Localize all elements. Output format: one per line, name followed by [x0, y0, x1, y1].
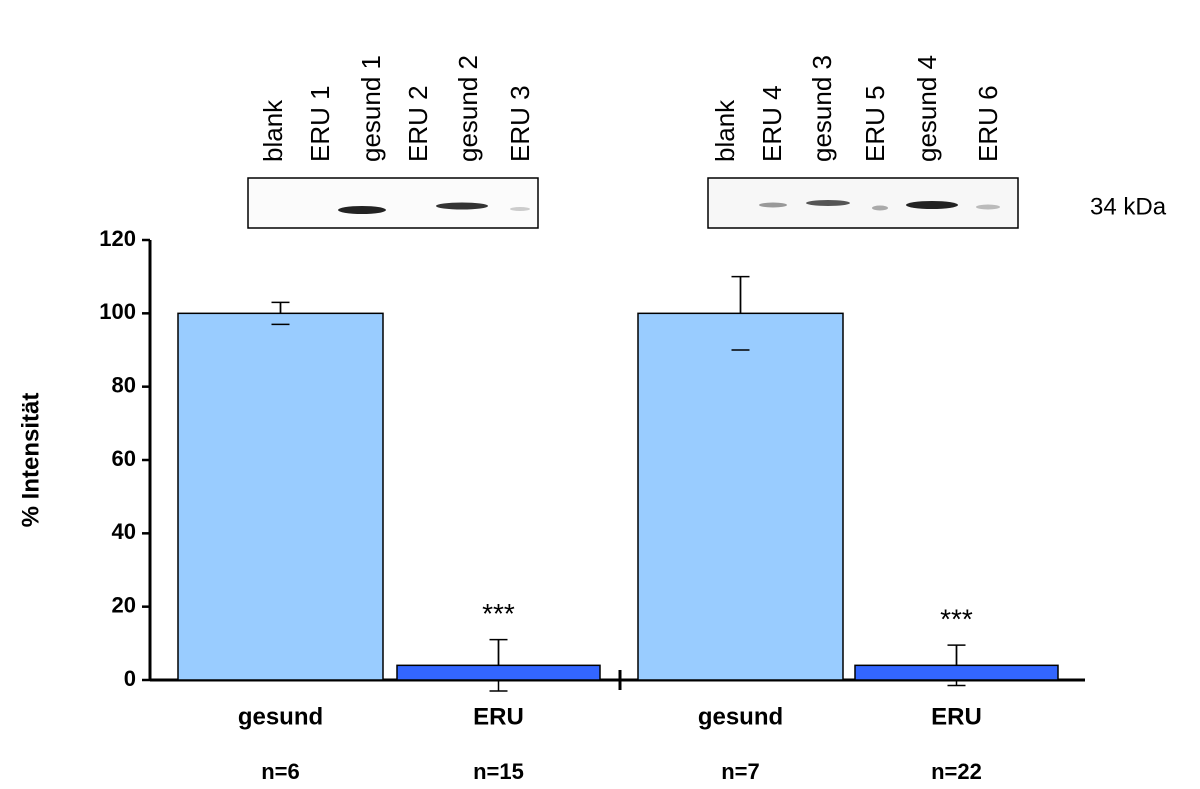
bar [178, 313, 383, 680]
significance: *** [940, 604, 973, 635]
y-axis-label: % Intensität [17, 393, 44, 528]
y-tick-label: 120 [99, 226, 136, 251]
lane-label: gesund 1 [356, 55, 386, 162]
lane-label: gesund 3 [807, 55, 837, 162]
blot-band [806, 200, 850, 206]
bar [638, 313, 843, 680]
sample-size: n=7 [721, 759, 760, 784]
lane-label: gesund 4 [912, 55, 942, 162]
blot-band [906, 201, 958, 209]
y-tick-label: 40 [112, 519, 136, 544]
y-tick-label: 60 [112, 446, 136, 471]
blot-marker: 34 kDa [1090, 193, 1167, 220]
y-tick-label: 80 [112, 372, 136, 397]
chart: 34 kDa % Intensität blank ERU 1 gesund 1 ER… [0, 0, 1200, 789]
blot-band [976, 205, 1000, 210]
bar [855, 665, 1058, 680]
sample-size: n=22 [931, 759, 982, 784]
lane-label: ERU 6 [973, 85, 1003, 162]
blot-images [248, 178, 1018, 228]
blot-band [338, 206, 386, 214]
y-tick-label: 0 [124, 666, 136, 691]
lane-label: ERU 1 [305, 85, 335, 162]
y-tick-label: 20 [112, 592, 136, 617]
lane-label: ERU 2 [403, 85, 433, 162]
lane-label: gesund 2 [453, 55, 483, 162]
blot-band [510, 207, 530, 211]
lane-label: blank [710, 99, 740, 162]
y-tick-label: 100 [99, 299, 136, 324]
lane-label: ERU 5 [860, 85, 890, 162]
lane-label: ERU 3 [505, 85, 535, 162]
bar [397, 665, 600, 680]
blot-panel [708, 178, 1018, 228]
sample-size: n=6 [261, 759, 300, 784]
blot-panel [248, 178, 538, 228]
sample-size: n=15 [473, 759, 524, 784]
x-tick-label: ERU [931, 703, 982, 730]
x-tick-label: ERU [473, 703, 524, 730]
blot-band [436, 203, 488, 210]
lane-label: ERU 4 [757, 85, 787, 162]
x-tick-label: gesund [698, 703, 783, 730]
lane-label: blank [258, 99, 288, 162]
significance: *** [482, 598, 515, 629]
blot-band [759, 203, 787, 208]
x-tick-label: gesund [238, 703, 323, 730]
blot-band [872, 206, 888, 211]
